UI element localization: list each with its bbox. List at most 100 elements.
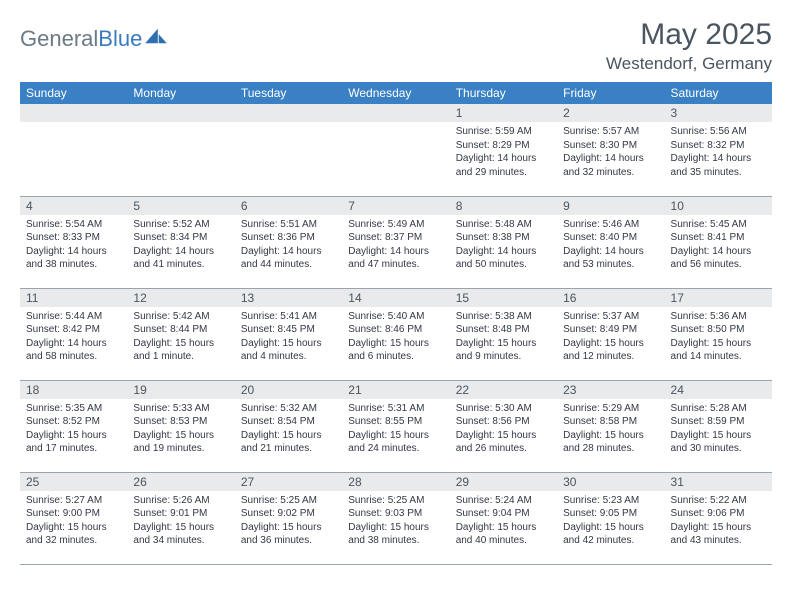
calendar-cell: 28Sunrise: 5:25 AMSunset: 9:03 PMDayligh… <box>342 472 449 564</box>
calendar-week-row: 25Sunrise: 5:27 AMSunset: 9:00 PMDayligh… <box>20 472 772 564</box>
day-details: Sunrise: 5:40 AMSunset: 8:46 PMDaylight:… <box>342 307 449 368</box>
calendar-cell: 19Sunrise: 5:33 AMSunset: 8:53 PMDayligh… <box>127 380 234 472</box>
calendar-header-row: SundayMondayTuesdayWednesdayThursdayFrid… <box>20 82 772 104</box>
brand-part2: Blue <box>98 26 142 51</box>
calendar-cell: 10Sunrise: 5:45 AMSunset: 8:41 PMDayligh… <box>665 196 772 288</box>
weekday-header: Sunday <box>20 82 127 104</box>
day-details: Sunrise: 5:33 AMSunset: 8:53 PMDaylight:… <box>127 399 234 460</box>
day-number: 3 <box>665 104 772 122</box>
day-number: 28 <box>342 473 449 491</box>
weekday-header: Saturday <box>665 82 772 104</box>
day-number: 24 <box>665 381 772 399</box>
location-label: Westendorf, Germany <box>606 54 772 74</box>
day-details: Sunrise: 5:29 AMSunset: 8:58 PMDaylight:… <box>557 399 664 460</box>
day-details: Sunrise: 5:57 AMSunset: 8:30 PMDaylight:… <box>557 122 664 183</box>
day-number: 17 <box>665 289 772 307</box>
calendar-week-row: 1Sunrise: 5:59 AMSunset: 8:29 PMDaylight… <box>20 104 772 196</box>
title-block: May 2025 Westendorf, Germany <box>606 18 772 74</box>
calendar-cell: 6Sunrise: 5:51 AMSunset: 8:36 PMDaylight… <box>235 196 342 288</box>
day-number: 20 <box>235 381 342 399</box>
calendar-cell: 23Sunrise: 5:29 AMSunset: 8:58 PMDayligh… <box>557 380 664 472</box>
day-number: 29 <box>450 473 557 491</box>
day-details: Sunrise: 5:22 AMSunset: 9:06 PMDaylight:… <box>665 491 772 552</box>
day-number: 22 <box>450 381 557 399</box>
day-details: Sunrise: 5:37 AMSunset: 8:49 PMDaylight:… <box>557 307 664 368</box>
calendar-cell: 29Sunrise: 5:24 AMSunset: 9:04 PMDayligh… <box>450 472 557 564</box>
calendar-cell: 11Sunrise: 5:44 AMSunset: 8:42 PMDayligh… <box>20 288 127 380</box>
weekday-header: Wednesday <box>342 82 449 104</box>
day-details: Sunrise: 5:31 AMSunset: 8:55 PMDaylight:… <box>342 399 449 460</box>
calendar-cell: 20Sunrise: 5:32 AMSunset: 8:54 PMDayligh… <box>235 380 342 472</box>
day-details: Sunrise: 5:35 AMSunset: 8:52 PMDaylight:… <box>20 399 127 460</box>
weekday-header: Tuesday <box>235 82 342 104</box>
day-number: 16 <box>557 289 664 307</box>
calendar-week-row: 4Sunrise: 5:54 AMSunset: 8:33 PMDaylight… <box>20 196 772 288</box>
day-details: Sunrise: 5:32 AMSunset: 8:54 PMDaylight:… <box>235 399 342 460</box>
calendar-cell: 4Sunrise: 5:54 AMSunset: 8:33 PMDaylight… <box>20 196 127 288</box>
brand-text: GeneralBlue <box>20 26 142 52</box>
day-details: Sunrise: 5:23 AMSunset: 9:05 PMDaylight:… <box>557 491 664 552</box>
day-details: Sunrise: 5:25 AMSunset: 9:03 PMDaylight:… <box>342 491 449 552</box>
calendar-cell: 14Sunrise: 5:40 AMSunset: 8:46 PMDayligh… <box>342 288 449 380</box>
day-number: 18 <box>20 381 127 399</box>
day-number: 14 <box>342 289 449 307</box>
day-details: Sunrise: 5:41 AMSunset: 8:45 PMDaylight:… <box>235 307 342 368</box>
calendar-cell: 30Sunrise: 5:23 AMSunset: 9:05 PMDayligh… <box>557 472 664 564</box>
day-details: Sunrise: 5:26 AMSunset: 9:01 PMDaylight:… <box>127 491 234 552</box>
day-number: 9 <box>557 197 664 215</box>
calendar-cell: 3Sunrise: 5:56 AMSunset: 8:32 PMDaylight… <box>665 104 772 196</box>
calendar-cell: 7Sunrise: 5:49 AMSunset: 8:37 PMDaylight… <box>342 196 449 288</box>
day-number: 30 <box>557 473 664 491</box>
calendar-cell: 5Sunrise: 5:52 AMSunset: 8:34 PMDaylight… <box>127 196 234 288</box>
day-number: 26 <box>127 473 234 491</box>
day-details: Sunrise: 5:51 AMSunset: 8:36 PMDaylight:… <box>235 215 342 276</box>
calendar-cell: 21Sunrise: 5:31 AMSunset: 8:55 PMDayligh… <box>342 380 449 472</box>
day-details: Sunrise: 5:45 AMSunset: 8:41 PMDaylight:… <box>665 215 772 276</box>
calendar-cell: 22Sunrise: 5:30 AMSunset: 8:56 PMDayligh… <box>450 380 557 472</box>
day-number: 4 <box>20 197 127 215</box>
calendar-cell: 12Sunrise: 5:42 AMSunset: 8:44 PMDayligh… <box>127 288 234 380</box>
brand-part1: General <box>20 26 98 51</box>
calendar-week-row: 18Sunrise: 5:35 AMSunset: 8:52 PMDayligh… <box>20 380 772 472</box>
day-number: 1 <box>450 104 557 122</box>
day-details: Sunrise: 5:48 AMSunset: 8:38 PMDaylight:… <box>450 215 557 276</box>
weekday-header: Thursday <box>450 82 557 104</box>
calendar-cell: 13Sunrise: 5:41 AMSunset: 8:45 PMDayligh… <box>235 288 342 380</box>
day-number: 2 <box>557 104 664 122</box>
calendar-cell: 1Sunrise: 5:59 AMSunset: 8:29 PMDaylight… <box>450 104 557 196</box>
day-number: 13 <box>235 289 342 307</box>
day-number: 21 <box>342 381 449 399</box>
day-details: Sunrise: 5:49 AMSunset: 8:37 PMDaylight:… <box>342 215 449 276</box>
calendar-cell <box>127 104 234 196</box>
day-number: 7 <box>342 197 449 215</box>
day-details: Sunrise: 5:59 AMSunset: 8:29 PMDaylight:… <box>450 122 557 183</box>
day-details: Sunrise: 5:42 AMSunset: 8:44 PMDaylight:… <box>127 307 234 368</box>
day-number: 11 <box>20 289 127 307</box>
calendar-cell: 31Sunrise: 5:22 AMSunset: 9:06 PMDayligh… <box>665 472 772 564</box>
calendar-cell: 27Sunrise: 5:25 AMSunset: 9:02 PMDayligh… <box>235 472 342 564</box>
day-details: Sunrise: 5:25 AMSunset: 9:02 PMDaylight:… <box>235 491 342 552</box>
day-number: 23 <box>557 381 664 399</box>
day-number: 31 <box>665 473 772 491</box>
brand-logo: GeneralBlue <box>20 18 167 52</box>
calendar-cell: 18Sunrise: 5:35 AMSunset: 8:52 PMDayligh… <box>20 380 127 472</box>
calendar-cell: 16Sunrise: 5:37 AMSunset: 8:49 PMDayligh… <box>557 288 664 380</box>
day-number: 6 <box>235 197 342 215</box>
day-number: 19 <box>127 381 234 399</box>
calendar-week-row: 11Sunrise: 5:44 AMSunset: 8:42 PMDayligh… <box>20 288 772 380</box>
calendar-cell <box>342 104 449 196</box>
day-details: Sunrise: 5:44 AMSunset: 8:42 PMDaylight:… <box>20 307 127 368</box>
calendar-cell: 25Sunrise: 5:27 AMSunset: 9:00 PMDayligh… <box>20 472 127 564</box>
weekday-header: Friday <box>557 82 664 104</box>
calendar-cell: 26Sunrise: 5:26 AMSunset: 9:01 PMDayligh… <box>127 472 234 564</box>
weekday-header: Monday <box>127 82 234 104</box>
day-details: Sunrise: 5:27 AMSunset: 9:00 PMDaylight:… <box>20 491 127 552</box>
header: GeneralBlue May 2025 Westendorf, Germany <box>20 18 772 74</box>
day-details: Sunrise: 5:28 AMSunset: 8:59 PMDaylight:… <box>665 399 772 460</box>
day-number: 5 <box>127 197 234 215</box>
calendar-cell: 24Sunrise: 5:28 AMSunset: 8:59 PMDayligh… <box>665 380 772 472</box>
calendar-cell: 17Sunrise: 5:36 AMSunset: 8:50 PMDayligh… <box>665 288 772 380</box>
day-details: Sunrise: 5:30 AMSunset: 8:56 PMDaylight:… <box>450 399 557 460</box>
sail-icon <box>145 27 167 45</box>
day-number: 25 <box>20 473 127 491</box>
